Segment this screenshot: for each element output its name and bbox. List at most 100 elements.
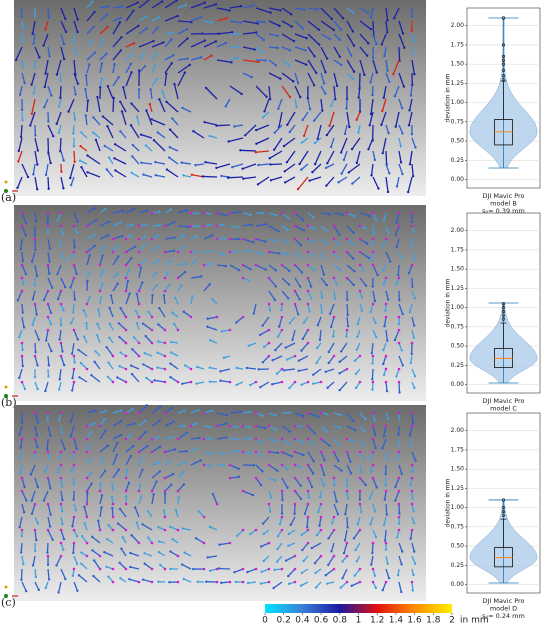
arrow-head	[240, 92, 243, 96]
point-marker	[306, 515, 310, 519]
arrow-head	[321, 109, 324, 112]
field-arrow	[34, 303, 38, 315]
field-arrow	[131, 156, 140, 165]
arrow-head	[120, 547, 123, 550]
arrow-head	[322, 257, 325, 260]
field-arrow	[268, 438, 277, 442]
field-arrow	[34, 355, 39, 366]
arrow-head	[107, 575, 110, 578]
arrow-head	[254, 128, 258, 132]
arrow-head	[409, 94, 413, 97]
point-marker	[72, 515, 76, 519]
arrow-head	[276, 547, 279, 551]
field-arrow	[95, 139, 101, 152]
point-marker	[46, 289, 50, 293]
arrow-head	[190, 173, 194, 176]
point-marker	[241, 237, 245, 241]
arrow-head	[36, 364, 39, 367]
point-marker	[215, 424, 219, 428]
arrow-head	[401, 172, 404, 176]
arrow-head	[339, 28, 343, 31]
field-arrow	[369, 516, 374, 525]
field-arrow	[346, 316, 349, 327]
field-arrow	[177, 484, 185, 492]
field-arrow	[294, 451, 304, 456]
point-marker	[85, 250, 89, 254]
arrow-head	[338, 372, 341, 375]
arrow-head	[141, 468, 144, 471]
arrow-head	[413, 550, 416, 553]
arrow-head	[274, 428, 278, 432]
field-arrow	[242, 59, 259, 63]
point-marker	[163, 289, 167, 293]
point-marker	[111, 380, 115, 384]
arrow-head	[290, 25, 294, 28]
field-arrow	[19, 85, 23, 95]
field-arrow	[229, 464, 239, 470]
field-arrow	[276, 555, 283, 563]
field-arrow	[109, 307, 114, 318]
arrow-head	[131, 348, 134, 351]
arrow-head	[373, 419, 377, 422]
point-marker	[410, 580, 414, 584]
point-marker	[319, 515, 323, 519]
point-marker	[124, 380, 128, 384]
arrow-head	[46, 419, 50, 422]
field-arrow	[92, 116, 101, 126]
field-arrow	[112, 420, 122, 427]
y-tick-label: 1.50	[451, 466, 465, 473]
outlier	[501, 54, 506, 59]
y-tick-label: 0.50	[451, 543, 465, 550]
arrow-head	[51, 538, 54, 541]
arrow-head	[42, 298, 46, 302]
field-arrow	[395, 225, 400, 235]
point-marker	[410, 341, 414, 345]
field-arrow	[29, 111, 36, 126]
arrow-head	[388, 172, 391, 175]
arrow-head	[369, 112, 373, 116]
field-arrow	[284, 368, 296, 371]
arrow-head	[194, 163, 197, 167]
arrow-head	[209, 464, 212, 467]
field-arrow	[359, 251, 370, 259]
arrow-head	[109, 294, 113, 297]
point-marker	[176, 250, 180, 254]
colorbar-tick-label: 0.6	[314, 616, 329, 626]
arrow-head	[364, 483, 367, 487]
field-arrow	[255, 150, 270, 153]
field-arrow	[107, 85, 114, 100]
point-marker	[72, 276, 76, 280]
point-marker	[306, 541, 310, 545]
point-marker	[397, 211, 401, 215]
point-marker	[280, 567, 284, 571]
arrow-head	[355, 348, 358, 351]
arrow-head	[414, 146, 417, 149]
arrow-head	[81, 535, 84, 538]
arrow-head	[226, 176, 230, 179]
arrow-head	[324, 92, 327, 95]
point-marker	[358, 237, 362, 241]
arrow-head	[130, 534, 133, 537]
arrow-head	[231, 165, 234, 169]
arrow-head	[36, 149, 40, 152]
arrow-head	[47, 364, 51, 367]
field-arrow	[340, 342, 348, 352]
arrow-head	[17, 160, 20, 163]
arrow-head	[346, 324, 350, 328]
arrow-head	[76, 589, 79, 592]
arrow-head	[187, 225, 190, 229]
field-arrow	[19, 451, 23, 460]
arrow-head	[236, 226, 240, 229]
field-arrow	[203, 3, 217, 9]
arrow-head	[195, 446, 199, 450]
arrow-head	[264, 59, 267, 62]
field-arrow	[258, 163, 270, 166]
field-arrow	[301, 568, 309, 574]
field-arrow	[216, 31, 233, 35]
arrow-head	[308, 310, 311, 313]
arrow-head	[88, 457, 92, 461]
arrow-head	[259, 441, 263, 445]
arrow-head	[401, 32, 405, 35]
field-arrow	[346, 303, 349, 315]
arrow-head	[69, 435, 73, 438]
